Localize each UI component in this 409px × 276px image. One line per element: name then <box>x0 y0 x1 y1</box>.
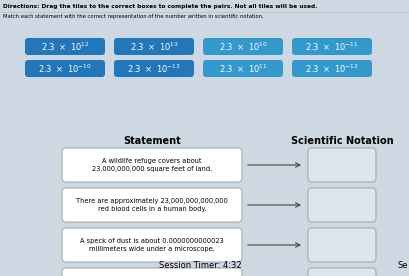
Text: A wildlife refuge covers about
23,000,000,000 square feet of land.: A wildlife refuge covers about 23,000,00… <box>92 158 211 171</box>
FancyBboxPatch shape <box>25 60 105 77</box>
Text: Se: Se <box>397 261 407 270</box>
Text: $2.3\ \times\ 10^{10}$: $2.3\ \times\ 10^{10}$ <box>218 40 267 53</box>
Text: $2.3\ \times\ 10^{12}$: $2.3\ \times\ 10^{12}$ <box>40 40 89 53</box>
FancyBboxPatch shape <box>202 38 282 55</box>
FancyBboxPatch shape <box>62 188 241 222</box>
Text: $2.3\ \times\ 10^{-11}$: $2.3\ \times\ 10^{-11}$ <box>304 40 358 53</box>
FancyBboxPatch shape <box>307 228 375 262</box>
FancyBboxPatch shape <box>114 60 193 77</box>
FancyBboxPatch shape <box>307 148 375 182</box>
Text: $2.3\ \times\ 10^{-13}$: $2.3\ \times\ 10^{-13}$ <box>127 62 180 75</box>
Text: Session Timer: 4:32: Session Timer: 4:32 <box>158 261 241 270</box>
Text: Scientific Notation: Scientific Notation <box>290 136 392 146</box>
Text: A speck of dust is about 0.0000000000023
millimeters wide under a microscope.: A speck of dust is about 0.0000000000023… <box>80 238 223 251</box>
Text: $2.3\ \times\ 10^{-12}$: $2.3\ \times\ 10^{-12}$ <box>304 62 358 75</box>
Text: $2.3\ \times\ 10^{13}$: $2.3\ \times\ 10^{13}$ <box>129 40 178 53</box>
FancyBboxPatch shape <box>291 38 371 55</box>
FancyBboxPatch shape <box>62 228 241 262</box>
Text: Directions: Drag the tiles to the correct boxes to complete the pairs. Not all t: Directions: Drag the tiles to the correc… <box>3 4 317 9</box>
FancyBboxPatch shape <box>25 38 105 55</box>
FancyBboxPatch shape <box>202 60 282 77</box>
FancyBboxPatch shape <box>307 188 375 222</box>
Text: $2.3\ \times\ 10^{-10}$: $2.3\ \times\ 10^{-10}$ <box>38 62 92 75</box>
Text: Statement: Statement <box>123 136 180 146</box>
Text: Match each statement with the correct representation of the number written in sc: Match each statement with the correct re… <box>3 14 263 19</box>
FancyBboxPatch shape <box>291 60 371 77</box>
FancyBboxPatch shape <box>307 268 375 276</box>
FancyBboxPatch shape <box>62 148 241 182</box>
Text: There are approximately 23,000,000,000,000
red blood cells in a human body.: There are approximately 23,000,000,000,0… <box>76 198 227 211</box>
FancyBboxPatch shape <box>62 268 241 276</box>
Text: $2.3\ \times\ 10^{11}$: $2.3\ \times\ 10^{11}$ <box>218 62 267 75</box>
FancyBboxPatch shape <box>114 38 193 55</box>
